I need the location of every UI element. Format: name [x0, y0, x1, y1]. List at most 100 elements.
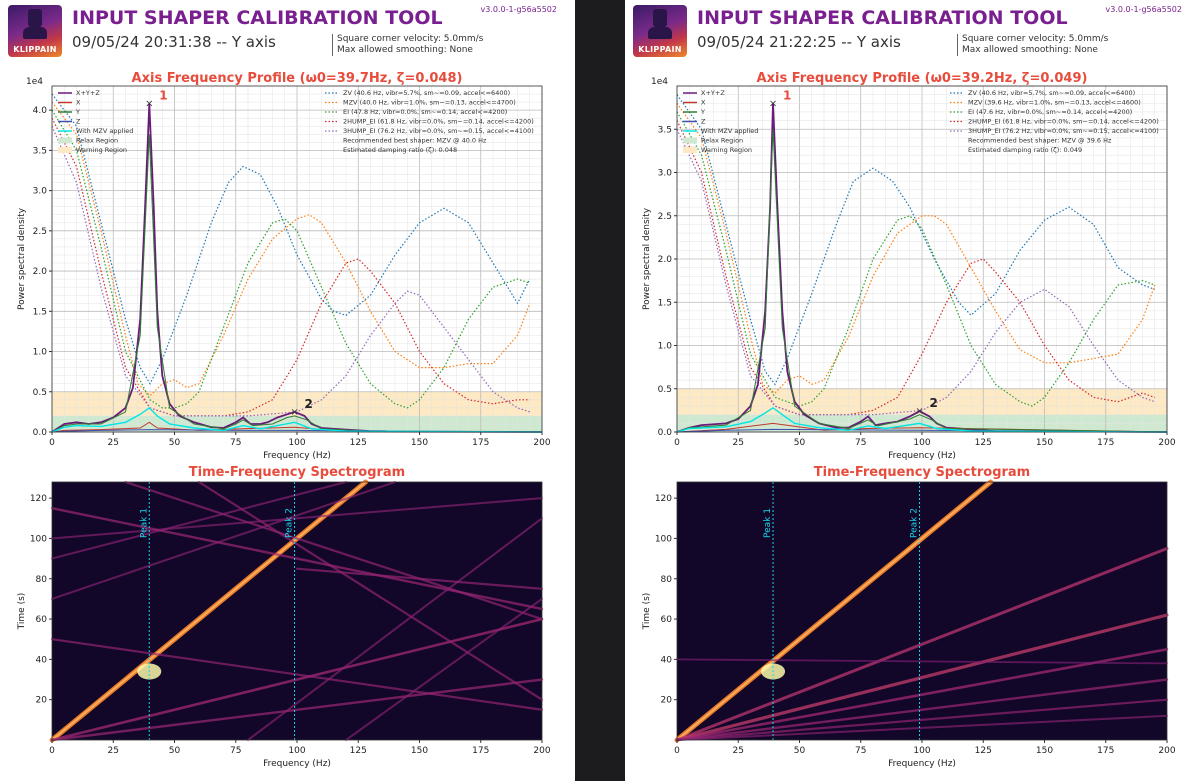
x-tick-label: 50 — [169, 746, 181, 756]
version-label: v3.0.0-1-g56a5502 — [1105, 5, 1182, 14]
y-tick-label: 3.0 — [658, 169, 673, 179]
peak-marker: × — [915, 406, 923, 417]
chart-title: Time-Frequency Spectrogram — [814, 465, 1030, 480]
y-tick-label: 3.5 — [658, 125, 672, 135]
y-tick-label: 20 — [661, 696, 673, 706]
spectrogram-line-11 — [295, 567, 544, 590]
chart-title: Axis Frequency Profile (ω0=39.2Hz, ζ=0.0… — [757, 71, 1088, 86]
legend-label: X — [76, 99, 81, 107]
y-tick-label: 100 — [30, 534, 47, 544]
x-tick-label: 200 — [1158, 438, 1175, 448]
param-smoothing: Max allowed smoothing: None — [337, 45, 473, 55]
legend-label: EI (47.8 Hz, vibr=0.0%, sm~=0.14, accel<… — [343, 108, 507, 116]
psd-chart: Axis Frequency Profile (ω0=39.7Hz, ζ=0.0… — [17, 71, 551, 460]
x-tick-label: 175 — [472, 438, 489, 448]
chart-title: Axis Frequency Profile (ω0=39.7Hz, ζ=0.0… — [132, 71, 463, 86]
legend-label: 2HUMP_EI (61.8 Hz, vibr=0.0%, sm~=0.14, … — [968, 118, 1159, 126]
x-tick-label: 100 — [288, 438, 305, 448]
y-tick-label: 0.0 — [33, 428, 48, 438]
spectrogram-line-core — [51, 481, 367, 741]
params-block: Square corner velocity: 5.0mm/s Max allo… — [957, 34, 1108, 56]
x-tick-label: 175 — [472, 746, 489, 756]
y-tick-label: 40 — [36, 655, 48, 665]
y-axis-label: Power spectral density — [642, 207, 652, 310]
param-smoothing: Max allowed smoothing: None — [962, 45, 1098, 55]
legend-label: ZV (40.6 Hz, vibr=5.7%, sm~=0.09, accel<… — [968, 89, 1135, 97]
y-tick-label: 0.5 — [33, 388, 47, 398]
x-tick-label: 200 — [533, 746, 550, 756]
shaper-curve-0 — [676, 94, 1155, 386]
x-tick-label: 50 — [794, 438, 806, 448]
x-axis-label: Frequency (Hz) — [888, 451, 956, 460]
spectrogram-background — [677, 482, 1167, 740]
shaper-curve-4 — [51, 125, 530, 417]
legend-note: Recommended best shaper: MZV @ 39.6 Hz — [968, 137, 1112, 145]
y-tick-label: 1.5 — [33, 307, 47, 317]
y-tick-label: 1.0 — [658, 342, 673, 352]
legend-label: Warning Region — [701, 146, 752, 154]
x-tick-label: 50 — [169, 438, 181, 448]
shaper-curve-4 — [676, 129, 1155, 416]
x-tick-label: 25 — [108, 746, 119, 756]
params-block: Square corner velocity: 5.0mm/s Max allo… — [332, 34, 483, 56]
x-tick-label: 0 — [49, 438, 55, 448]
x-tick-label: 0 — [49, 746, 55, 756]
y-axis-label: Time (s) — [17, 593, 27, 631]
x-tick-label: 100 — [913, 746, 930, 756]
report-title: INPUT SHAPER CALIBRATION TOOL — [72, 7, 443, 29]
spectrogram-line-3 — [675, 647, 1169, 742]
legend-label: X — [701, 99, 706, 107]
x-axis-label: Frequency (Hz) — [888, 759, 956, 769]
peak-line-label: Peak 1 — [139, 508, 149, 538]
y-tick-label: 2.0 — [33, 267, 48, 277]
legend-label: X+Y+Z — [701, 89, 725, 97]
legend-label: MZV (40.0 Hz, vibr=1.0%, sm~=0.13, accel… — [343, 99, 516, 107]
x-axis-label: Frequency (Hz) — [263, 451, 331, 460]
x-tick-label: 75 — [855, 746, 866, 756]
legend-label: Relax Region — [701, 137, 743, 145]
y-tick-label: 0.0 — [658, 428, 673, 438]
version-label: v3.0.0-1-g56a5502 — [480, 5, 557, 14]
spectrogram-line-9 — [247, 517, 543, 741]
legend-label: X+Y+Z — [76, 89, 100, 97]
psd-chart: Axis Frequency Profile (ω0=39.2Hz, ζ=0.0… — [642, 71, 1176, 460]
spectrogram-line-4 — [675, 678, 1169, 742]
x-tick-label: 0 — [674, 746, 680, 756]
param-scv: Square corner velocity: 5.0mm/s — [337, 34, 484, 44]
spectrogram-line-6 — [676, 714, 1168, 741]
y-axis-label: Power spectral density — [17, 207, 27, 310]
peak-marker: × — [769, 98, 777, 109]
report-panel-1: KLIPPAIN INPUT SHAPER CALIBRATION TOOL 0… — [0, 0, 575, 781]
psd-curve-1 — [676, 422, 1168, 433]
x-tick-label: 200 — [1158, 746, 1175, 756]
spectrogram-line-2 — [675, 613, 1169, 742]
spectrogram-line-12 — [51, 497, 543, 540]
y-tick-label: 100 — [655, 534, 672, 544]
legend-label: Warning Region — [76, 146, 127, 154]
y-tick-label: 2.5 — [33, 227, 47, 237]
y-tick-label: 3.5 — [33, 146, 47, 156]
shaper-curve-2 — [51, 109, 530, 409]
y-tick-label: 60 — [661, 615, 673, 625]
scale-label: 1e4 — [651, 77, 668, 87]
x-tick-label: 150 — [411, 746, 428, 756]
y-tick-label: 3.0 — [33, 187, 48, 197]
y-tick-label: 0.5 — [658, 385, 672, 395]
panel-divider — [575, 0, 627, 781]
spectrogram-line-4 — [50, 638, 544, 711]
psd-curve-4 — [51, 406, 543, 433]
legend-swatch — [683, 137, 697, 144]
legend-label: Z — [76, 118, 81, 126]
x-tick-label: 100 — [913, 438, 930, 448]
legend-label: Z — [701, 118, 706, 126]
x-tick-label: 50 — [794, 746, 806, 756]
legend-label: 2HUMP_EI (61.8 Hz, vibr=0.0%, sm~=0.14, … — [343, 118, 534, 126]
spectrogram-line-8 — [51, 481, 396, 600]
x-tick-label: 175 — [1097, 438, 1114, 448]
x-tick-label: 100 — [288, 746, 305, 756]
legend-note: Estimated damping ratio (ζ): 0.049 — [968, 146, 1082, 154]
x-tick-label: 0 — [674, 438, 680, 448]
spectrogram-line-6 — [197, 480, 544, 701]
peak-marker: × — [145, 99, 153, 110]
x-tick-label: 200 — [533, 438, 550, 448]
